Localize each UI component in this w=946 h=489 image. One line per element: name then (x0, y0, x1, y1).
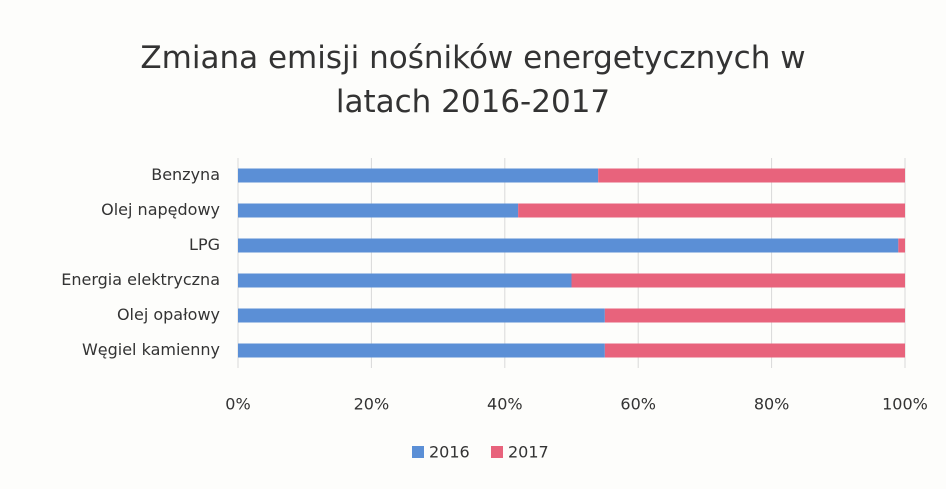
y-tick-label: Węgiel kamienny (82, 340, 220, 359)
bar-segment (238, 308, 605, 323)
x-tick-label: 0% (225, 395, 250, 414)
y-tick-label: Benzyna (151, 165, 220, 184)
x-tick-label: 80% (754, 395, 790, 414)
x-tick-label: 60% (620, 395, 656, 414)
x-tick-label: 20% (354, 395, 390, 414)
chart-title: Zmiana emisji nośników energetycznych w … (140, 40, 806, 120)
bar-segment (238, 203, 519, 218)
bar-segment (238, 343, 605, 358)
y-tick-label: Energia elektryczna (61, 270, 220, 289)
bar-segment (518, 203, 905, 218)
legend-swatch (412, 446, 424, 458)
bar-segment (571, 273, 905, 288)
x-tick-label: 100% (882, 395, 928, 414)
legend-label: 2016 (429, 443, 470, 462)
bar-segment (238, 168, 599, 183)
bar-segment (238, 238, 899, 253)
bar-segment (604, 343, 905, 358)
bar-segment (604, 308, 905, 323)
x-tick-label: 40% (487, 395, 523, 414)
y-tick-label: Olej opałowy (117, 305, 220, 324)
bar-segment (238, 273, 572, 288)
bar-segment (898, 238, 905, 253)
legend-swatch (491, 446, 503, 458)
legend-label: 2017 (508, 443, 549, 462)
bar-segment (598, 168, 905, 183)
y-tick-label: Olej napędowy (101, 200, 220, 219)
y-tick-label: LPG (189, 235, 220, 254)
